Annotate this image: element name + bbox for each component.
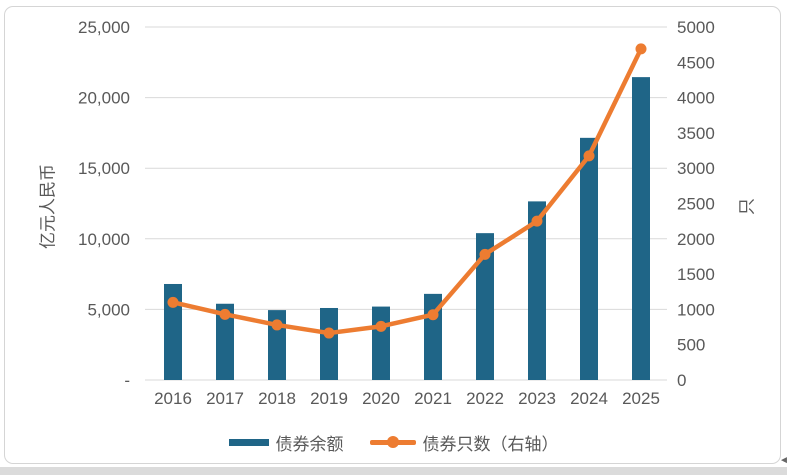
bar[interactable] (580, 137, 598, 380)
data-point[interactable] (271, 319, 283, 331)
legend-item-bond-balance[interactable]: 债券余额 (228, 430, 344, 455)
x-axis-tick-label: 2023 (518, 389, 556, 408)
bar[interactable] (476, 233, 494, 380)
left-axis-title: 亿元人民币 (38, 164, 58, 249)
x-axis-tick-label: 2024 (570, 389, 608, 408)
bar-series-swatch-icon (228, 438, 269, 446)
x-axis-tick-label: 2021 (414, 389, 452, 408)
left-axis-tick-label: 5,000 (87, 300, 130, 319)
data-point[interactable] (583, 150, 595, 162)
left-axis-tick-label: 10,000 (78, 230, 130, 249)
legend-label-bond-balance: 债券余额 (275, 434, 344, 454)
line-series-dot-icon (386, 436, 399, 448)
right-axis-tick-label: 1000 (677, 300, 715, 319)
bar[interactable] (528, 201, 546, 380)
data-point[interactable] (375, 320, 387, 332)
bar[interactable] (320, 307, 338, 380)
x-axis-tick-label: 2022 (466, 389, 504, 408)
data-point[interactable] (479, 248, 491, 260)
x-axis-tick-label: 2025 (622, 389, 660, 408)
legend: 债券余额 债券只数（右轴） (0, 430, 787, 455)
bar[interactable] (632, 77, 650, 380)
right-axis-tick-label: 3000 (677, 159, 715, 178)
line-series-swatch-icon (369, 436, 416, 448)
right-axis-tick-label: 0 (677, 371, 686, 390)
right-axis-tick-label: 2500 (677, 195, 715, 214)
x-axis-tick-label: 2016 (154, 389, 192, 408)
bar[interactable] (164, 283, 182, 380)
data-point[interactable] (167, 296, 179, 308)
right-axis-tick-label: 1500 (677, 265, 715, 284)
data-point[interactable] (323, 327, 335, 339)
data-point[interactable] (219, 308, 231, 320)
left-axis-tick-label: 25,000 (78, 18, 130, 37)
right-axis-tick-label: 4000 (677, 89, 715, 108)
data-point[interactable] (635, 43, 647, 55)
line-series (170, 46, 644, 336)
legend-label-bond-count: 债券只数（右轴） (422, 434, 559, 454)
left-axis-tick-label: 15,000 (78, 159, 130, 178)
bar[interactable] (216, 303, 234, 380)
right-axis-tick-label: 5000 (677, 18, 715, 37)
window-bottom-strip (0, 467, 787, 475)
scroll-arrow-icon: ◄ (779, 455, 787, 466)
data-point[interactable] (531, 215, 543, 227)
data-point[interactable] (427, 309, 439, 321)
left-axis-tick-label: - (124, 371, 130, 390)
x-axis-tick-label: 2020 (362, 389, 400, 408)
right-axis-tick-label: 3500 (677, 124, 715, 143)
x-axis-tick-label: 2017 (206, 389, 244, 408)
right-axis-tick-label: 500 (677, 336, 705, 355)
right-axis-tick-label: 4500 (677, 53, 715, 72)
bar[interactable] (372, 306, 390, 380)
right-axis-tick-label: 2000 (677, 230, 715, 249)
right-axis-title: 只 (737, 198, 757, 215)
left-axis-tick-label: 20,000 (78, 89, 130, 108)
chart-frame (4, 6, 781, 464)
legend-item-bond-count[interactable]: 债券只数（右轴） (369, 430, 559, 455)
x-axis-tick-label: 2018 (258, 389, 296, 408)
x-axis-tick-label: 2019 (310, 389, 348, 408)
